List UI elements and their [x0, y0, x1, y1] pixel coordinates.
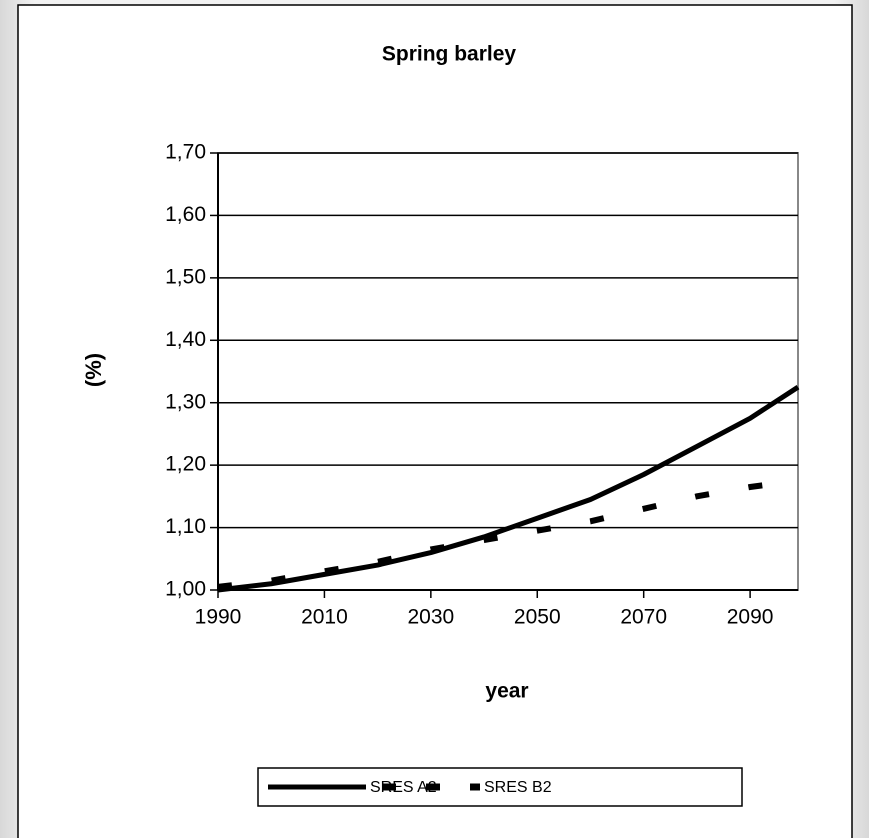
x-tick-label: 2050 [514, 606, 561, 629]
series-line [217, 385, 800, 593]
y-tick-label: 1,20 [165, 453, 206, 476]
y-tick-label: 1,70 [165, 141, 206, 164]
y-tick-label: 1,10 [165, 515, 206, 538]
y-tick-label: 1,40 [165, 328, 206, 351]
x-tick-label: 2070 [620, 606, 667, 629]
y-axis-label: (%) [81, 353, 106, 387]
chart-panel [17, 4, 853, 838]
x-tick-label: 2010 [301, 606, 348, 629]
y-tick-label: 1,00 [165, 578, 206, 601]
x-tick-label: 2030 [407, 606, 454, 629]
y-tick-label: 1,30 [165, 390, 206, 413]
legend-label: SRES A2 [370, 779, 437, 796]
chart-title: Spring barley [382, 43, 517, 66]
x-axis-label: year [485, 680, 528, 703]
series-line [217, 477, 799, 590]
legend-label: SRES B2 [484, 779, 552, 796]
y-tick-label: 1,50 [165, 265, 206, 288]
x-tick-label: 2090 [727, 606, 774, 629]
y-tick-label: 1,60 [165, 203, 206, 226]
x-tick-label: 1990 [195, 606, 242, 629]
